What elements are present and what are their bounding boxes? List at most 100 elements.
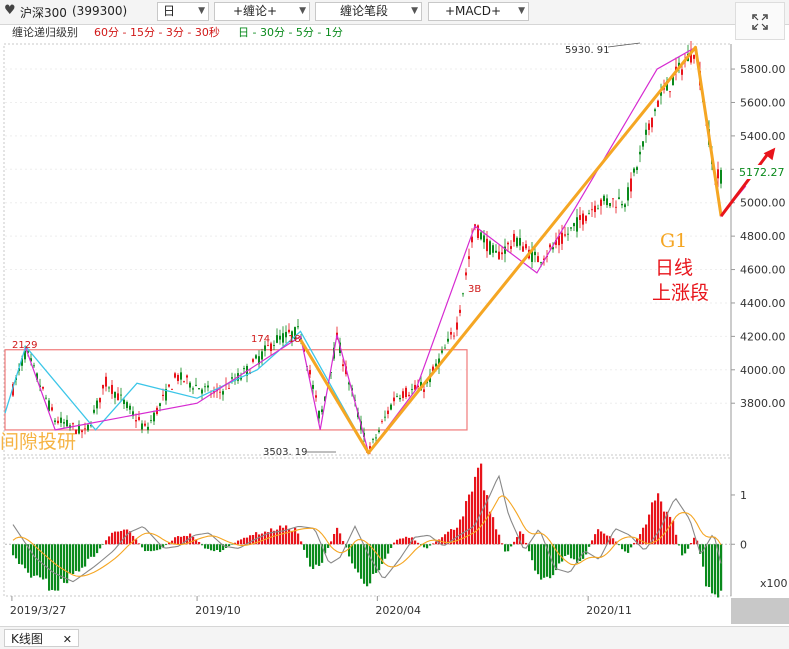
macd-bar (321, 544, 324, 563)
macd-select[interactable]: +MACD+ ▼ (428, 2, 529, 21)
macd-bar (177, 536, 180, 545)
macd-bar (351, 544, 354, 564)
macd-bar (132, 535, 135, 545)
candle-body (438, 358, 440, 367)
macd-bar (336, 527, 339, 545)
annotation-up-segment: 上涨段 (652, 282, 709, 304)
macd-bar (312, 544, 315, 569)
close-icon[interactable]: ✕ (62, 633, 72, 646)
period-value: 日 (163, 4, 176, 18)
candle-body (297, 326, 299, 328)
candle-body (549, 244, 551, 248)
macd-bar (231, 544, 234, 545)
candle-body (171, 389, 173, 390)
macd-bar (66, 544, 69, 584)
recursion-levels-red[interactable]: 60分 - 15分 - 3分 - 30秒 (94, 26, 220, 39)
candle-body (390, 404, 392, 410)
macd-bar (459, 519, 462, 545)
heart-icon[interactable]: ♥ (4, 3, 16, 18)
candle-body (315, 395, 317, 398)
candle-body (219, 391, 221, 393)
macd-bar (507, 544, 510, 552)
macd-bar (201, 544, 204, 546)
candle-body (87, 424, 89, 431)
x-tick-label: 2019/3/27 (10, 604, 66, 617)
x-axis-ticks: 2019/3/27 2019/10 2020/04 2020/11 (10, 596, 632, 617)
candle-body (288, 329, 290, 333)
macd-bar (333, 533, 336, 545)
candle-body (105, 376, 107, 387)
candle-body (30, 358, 32, 362)
macd-bar (219, 544, 222, 553)
kline-chart[interactable]: 3800.00 4000.00 4200.00 4400.00 4600.00 4800.… (0, 41, 789, 626)
macd-bar (129, 531, 132, 545)
candle-body (282, 333, 284, 343)
candle-body (102, 384, 104, 389)
candle-body (186, 375, 188, 378)
period-select[interactable]: 日 ▼ (157, 2, 209, 21)
tab-kline[interactable]: K线图 ✕ (4, 629, 79, 647)
macd-bar (612, 538, 615, 545)
chan-segment-label: 缠论笔段 (340, 4, 389, 18)
candle-body (600, 199, 602, 206)
macd-bar (51, 544, 54, 590)
candle-body (576, 217, 578, 232)
recursion-levels-green[interactable]: 日 - 30分 - 5分 - 1分 (238, 26, 343, 39)
candle-body (657, 100, 659, 107)
candle-body (294, 327, 296, 340)
chan-segment-select[interactable]: 缠论笔段 ▼ (315, 2, 422, 21)
macd-bar (618, 544, 621, 546)
recursion-level-bar: 缠论递归级别 60分 - 15分 - 3分 - 30秒 日 - 30分 - 5分… (0, 25, 789, 41)
candle-body (150, 420, 152, 422)
macd-bar (609, 536, 612, 545)
macd-bar (261, 533, 264, 545)
candle-body (630, 178, 632, 192)
candle-body (63, 422, 65, 424)
macd-bar (228, 544, 231, 547)
candle-body (477, 225, 479, 238)
macd-bar (198, 541, 201, 545)
macd-bar (708, 544, 711, 587)
expand-button[interactable] (735, 2, 785, 40)
candle-body (555, 239, 557, 245)
macd-bar (120, 530, 123, 545)
macd-bar (159, 544, 162, 550)
macd-bar (504, 544, 507, 552)
macd-bar (240, 539, 243, 545)
candle-body (57, 420, 59, 424)
candle-body (120, 394, 122, 396)
footer-bar: K线图 ✕ (0, 626, 789, 649)
macd-bar (147, 544, 150, 551)
candle-body (399, 398, 401, 400)
macd-bar (468, 494, 471, 545)
candle-body (492, 245, 494, 253)
chan-indicator-label: +缠论+ (233, 4, 278, 18)
macd-bar (678, 544, 681, 546)
candle-body (24, 350, 26, 360)
candle-body (267, 345, 269, 346)
candle-body (447, 338, 449, 342)
macd-bar (486, 495, 489, 545)
chevron-down-icon: ▼ (411, 6, 418, 16)
candle-body (564, 234, 566, 236)
macd-bar (585, 544, 588, 555)
macd-bar (624, 544, 627, 552)
candle-body (582, 213, 584, 225)
macd-bar (705, 544, 708, 587)
macd-bar (255, 532, 258, 545)
macd-bar (381, 544, 384, 564)
macd-bar (660, 501, 663, 545)
candle-body (639, 151, 641, 155)
candle-body (258, 356, 260, 365)
candle-body (324, 396, 326, 402)
candle-body (591, 209, 593, 211)
candle-body (453, 335, 455, 337)
macd-bar (564, 544, 567, 557)
y-tick-label: 4600.00 (740, 264, 786, 277)
macd-tick-label: 0 (740, 538, 747, 551)
candle-body (573, 223, 575, 227)
macd-bar (510, 544, 513, 547)
chan-indicator-select[interactable]: +缠论+ ▼ (214, 2, 310, 21)
candle-body (456, 322, 458, 330)
candle-body (423, 389, 425, 392)
